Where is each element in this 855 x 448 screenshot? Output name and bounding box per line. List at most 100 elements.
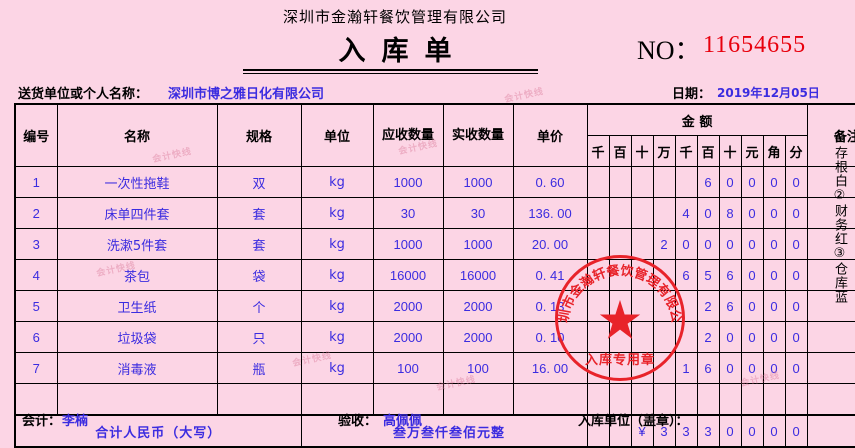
- row-name: 消毒液: [56, 352, 218, 384]
- col-header-amount-group: 金 额: [586, 103, 808, 136]
- row-unit: kg: [300, 166, 374, 198]
- row-remark: [806, 259, 855, 291]
- row-amount-digit-7: 0: [740, 166, 764, 198]
- row-price: 136. 00: [512, 197, 588, 229]
- total-digit-9: 0: [784, 414, 808, 448]
- table-row: 5 卫生纸个 kg 2000 2000 0. 13 2 6 0 0 0: [14, 290, 855, 322]
- total-digit-7: 0: [740, 414, 764, 448]
- row-amount-digit-3: [652, 321, 676, 353]
- row-name: 一次性拖鞋: [56, 166, 218, 198]
- title-underline-second: [243, 73, 538, 74]
- row-spec: [216, 383, 302, 416]
- row-remark: [806, 352, 855, 384]
- row-amount-digit-0: [586, 197, 610, 229]
- row-amount-digit-8: 0: [762, 352, 786, 384]
- page-title: 入库单: [338, 36, 468, 67]
- row-price: 16. 00: [512, 352, 588, 384]
- row-amount-digit-0: [586, 321, 610, 353]
- row-amount-digit-8: 0: [762, 166, 786, 198]
- row-amount-digit-9: 0: [784, 352, 808, 384]
- table-row: 4 茶包袋 kg 16000 16000 0. 41 6 5 6 0 0 0: [14, 259, 855, 291]
- row-price: 0. 13: [512, 290, 588, 322]
- table-row: 7 消毒液瓶 kg 100 100 16. 00 1 6 0 0 0 0: [14, 352, 855, 384]
- row-amount-digit-8: 0: [762, 228, 786, 260]
- row-amount-digit-3: [652, 352, 676, 384]
- table-row: 2 床单四件套套 kg 30 30 136. 00 4 0 8 0 0 0: [14, 197, 855, 229]
- row-amount-digit-8: 0: [762, 321, 786, 353]
- row-name: 洗漱5件套: [56, 228, 218, 260]
- row-spec: 瓶: [216, 352, 302, 384]
- row-spec: 袋: [216, 259, 302, 291]
- row-amount-digit-6: 0: [718, 321, 742, 353]
- row-qty-recv: 30: [442, 197, 514, 229]
- row-amount-digit-3: [652, 383, 676, 416]
- supplier-label: 送货单位或个人名称：: [18, 87, 149, 102]
- row-amount-digit-6: 6: [718, 290, 742, 322]
- row-amount-digit-0: [586, 259, 610, 291]
- row-amount-digit-9: 0: [784, 228, 808, 260]
- row-unit: kg: [300, 228, 374, 260]
- row-amount-digit-6: 0: [718, 166, 742, 198]
- row-amount-digit-7: 0: [740, 259, 764, 291]
- row-amount-digit-2: [630, 352, 654, 384]
- amount-digit-header-shi-wan: 十: [630, 135, 654, 167]
- row-index: 3: [14, 228, 58, 260]
- amount-digit-header-wan: 万: [652, 135, 676, 167]
- row-unit: kg: [300, 259, 374, 291]
- col-header-qty-recv: 实收数量: [442, 103, 514, 167]
- row-unit: kg: [300, 197, 374, 229]
- row-amount-digit-2: [630, 290, 654, 322]
- row-name: 茶包: [56, 259, 218, 291]
- row-amount-digit-1: [608, 197, 632, 229]
- amount-digit-header-fen: 分: [784, 135, 808, 167]
- row-amount-digit-1: [608, 383, 632, 416]
- row-price: [512, 383, 588, 416]
- row-amount-digit-3: [652, 259, 676, 291]
- row-amount-digit-9: 0: [784, 321, 808, 353]
- row-amount-digit-2: [630, 383, 654, 416]
- row-amount-digit-9: [784, 383, 808, 416]
- receiver-label: 入库单位（盖章）：: [578, 414, 689, 429]
- date-label: 日期：: [672, 87, 712, 102]
- col-header-index: 编号: [14, 103, 58, 167]
- col-header-price: 单价: [512, 103, 588, 167]
- row-qty-recv: [442, 383, 514, 416]
- row-amount-digit-5: 5: [696, 259, 720, 291]
- accountant-value: 李楠: [62, 414, 89, 429]
- row-price: 20. 00: [512, 228, 588, 260]
- row-amount-digit-7: 0: [740, 197, 764, 229]
- row-unit: kg: [300, 321, 374, 353]
- row-name: 床单四件套: [56, 197, 218, 229]
- watermark: 会计快线: [503, 86, 545, 106]
- row-amount-digit-2: [630, 197, 654, 229]
- row-amount-digit-6: 8: [718, 197, 742, 229]
- table-row: [14, 383, 855, 416]
- receipt-no-label: NO：: [637, 36, 701, 65]
- row-qty-due: 30: [372, 197, 444, 229]
- row-qty-due: 16000: [372, 259, 444, 291]
- row-amount-digit-8: 0: [762, 259, 786, 291]
- row-amount-digit-2: [630, 228, 654, 260]
- row-amount-digit-4: 0: [674, 228, 698, 260]
- row-amount-digit-5: 6: [696, 166, 720, 198]
- row-amount-digit-0: [586, 228, 610, 260]
- row-amount-digit-5: 0: [696, 228, 720, 260]
- row-qty-due: 2000: [372, 290, 444, 322]
- row-amount-digit-9: 0: [784, 290, 808, 322]
- row-name: [56, 383, 218, 416]
- row-amount-digit-5: [696, 383, 720, 416]
- title-underline: [243, 69, 538, 71]
- row-amount-digit-4: [674, 290, 698, 322]
- row-amount-digit-7: 0: [740, 290, 764, 322]
- row-amount-digit-1: [608, 352, 632, 384]
- col-header-name: 名称: [56, 103, 218, 167]
- row-amount-digit-5: 2: [696, 290, 720, 322]
- row-amount-digit-7: 0: [740, 352, 764, 384]
- row-amount-digit-2: [630, 259, 654, 291]
- row-qty-due: 100: [372, 352, 444, 384]
- row-qty-recv: 2000: [442, 321, 514, 353]
- row-qty-recv: 2000: [442, 290, 514, 322]
- amount-digit-header-shi: 十: [718, 135, 742, 167]
- checker-value: 高佩佩: [383, 414, 423, 429]
- row-amount-digit-3: 2: [652, 228, 676, 260]
